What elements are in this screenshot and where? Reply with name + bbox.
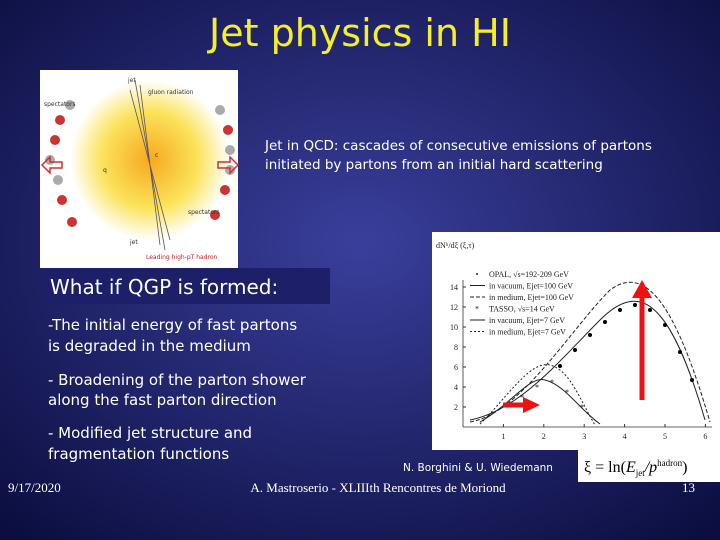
- svg-text:*: *: [580, 403, 584, 412]
- legend-label: in vacuum, Ejet=7 GeV: [489, 316, 565, 325]
- svg-text:ξ = ln(Ejet/phadron): ξ = ln(Ejet/phadron): [584, 458, 688, 478]
- illustration-label: q: [103, 167, 107, 174]
- formula-part: ): [682, 459, 687, 476]
- y-tick-label: 8: [454, 343, 458, 352]
- x-tick-label: 1: [501, 432, 505, 441]
- illustration-label: jet: [127, 77, 136, 84]
- legend-symbol: *: [475, 305, 479, 314]
- y-tick-label: 2: [454, 403, 458, 412]
- legend-symbol: •: [476, 270, 479, 279]
- bullet-line: along the fast parton direction: [48, 391, 277, 409]
- formula: ξ = ln(Ejet/phadron): [578, 450, 720, 482]
- credit: N. Borghini & U. Wiedemann: [403, 462, 553, 474]
- legend-label: in vacuum, Ejet=100 GeV: [489, 282, 573, 291]
- arrow-head: [523, 397, 540, 413]
- intro-line: initiated by partons from an initial har…: [265, 157, 603, 173]
- page-number: 13: [682, 480, 695, 495]
- illustration-label: c: [155, 152, 158, 159]
- bullet-line: is degraded in the medium: [48, 337, 251, 355]
- bullet-line: -The initial energy of fast partons: [48, 316, 297, 334]
- intro-line: Jet in QCD: cascades of consecutive emis…: [264, 138, 652, 154]
- bullet-line: - Broadening of the parton shower: [48, 371, 307, 389]
- jet-illustration: jet gluon radiation spectators q c spect…: [40, 70, 240, 268]
- x-tick-label: 6: [703, 432, 707, 441]
- footer-title: A. Mastroserio - XLIIIth Rencontres de M…: [250, 480, 506, 495]
- formula-part: E: [625, 459, 636, 476]
- formula-part: jet: [635, 468, 645, 478]
- illustration-label: jet: [129, 239, 138, 246]
- illustration-label: Leading high-pT hadron: [146, 254, 218, 261]
- svg-text:*: *: [520, 393, 524, 402]
- x-tick-label: 3: [582, 432, 586, 441]
- illustration-label: spectators: [44, 101, 76, 108]
- formula-part: /p: [644, 459, 657, 476]
- question-box: [44, 268, 330, 304]
- svg-text:*: *: [565, 388, 569, 397]
- bullet-line: - Modified jet structure and: [48, 424, 252, 442]
- illustration-label: spectators: [188, 209, 220, 216]
- y-tick-label: 10: [450, 323, 458, 332]
- legend-label: TASSO, √s=14 GeV: [489, 305, 555, 314]
- x-tick-label: 5: [663, 432, 667, 441]
- svg-text:*: *: [535, 383, 539, 392]
- figure-ylabel: dNʰ/dξ (ξ,τ): [436, 241, 475, 250]
- bullet-line: fragmentation functions: [48, 445, 229, 463]
- y-tick-label: 4: [454, 383, 458, 392]
- y-tick-label: 6: [454, 363, 458, 372]
- y-tick-label: 12: [450, 303, 458, 312]
- formula-part: ξ = ln(: [584, 459, 626, 476]
- illustration-label: gluon radiation: [148, 89, 194, 96]
- svg-text:*: *: [550, 378, 554, 387]
- x-tick-label: 4: [623, 432, 627, 441]
- y-tick-label: 14: [450, 283, 458, 292]
- x-tick-label: 2: [542, 432, 546, 441]
- legend-label: in medium, Ejet=100 GeV: [489, 293, 574, 302]
- footer-date: 9/17/2020: [8, 480, 61, 495]
- legend-label: in medium, Ejet=7 GeV: [489, 328, 566, 337]
- arrow-head: [632, 280, 652, 298]
- title: Jet physics in HI: [207, 11, 511, 55]
- formula-part: hadron: [657, 458, 682, 468]
- legend-label: OPAL, √s=192-209 GeV: [489, 270, 569, 279]
- question: What if QGP is formed:: [50, 275, 278, 299]
